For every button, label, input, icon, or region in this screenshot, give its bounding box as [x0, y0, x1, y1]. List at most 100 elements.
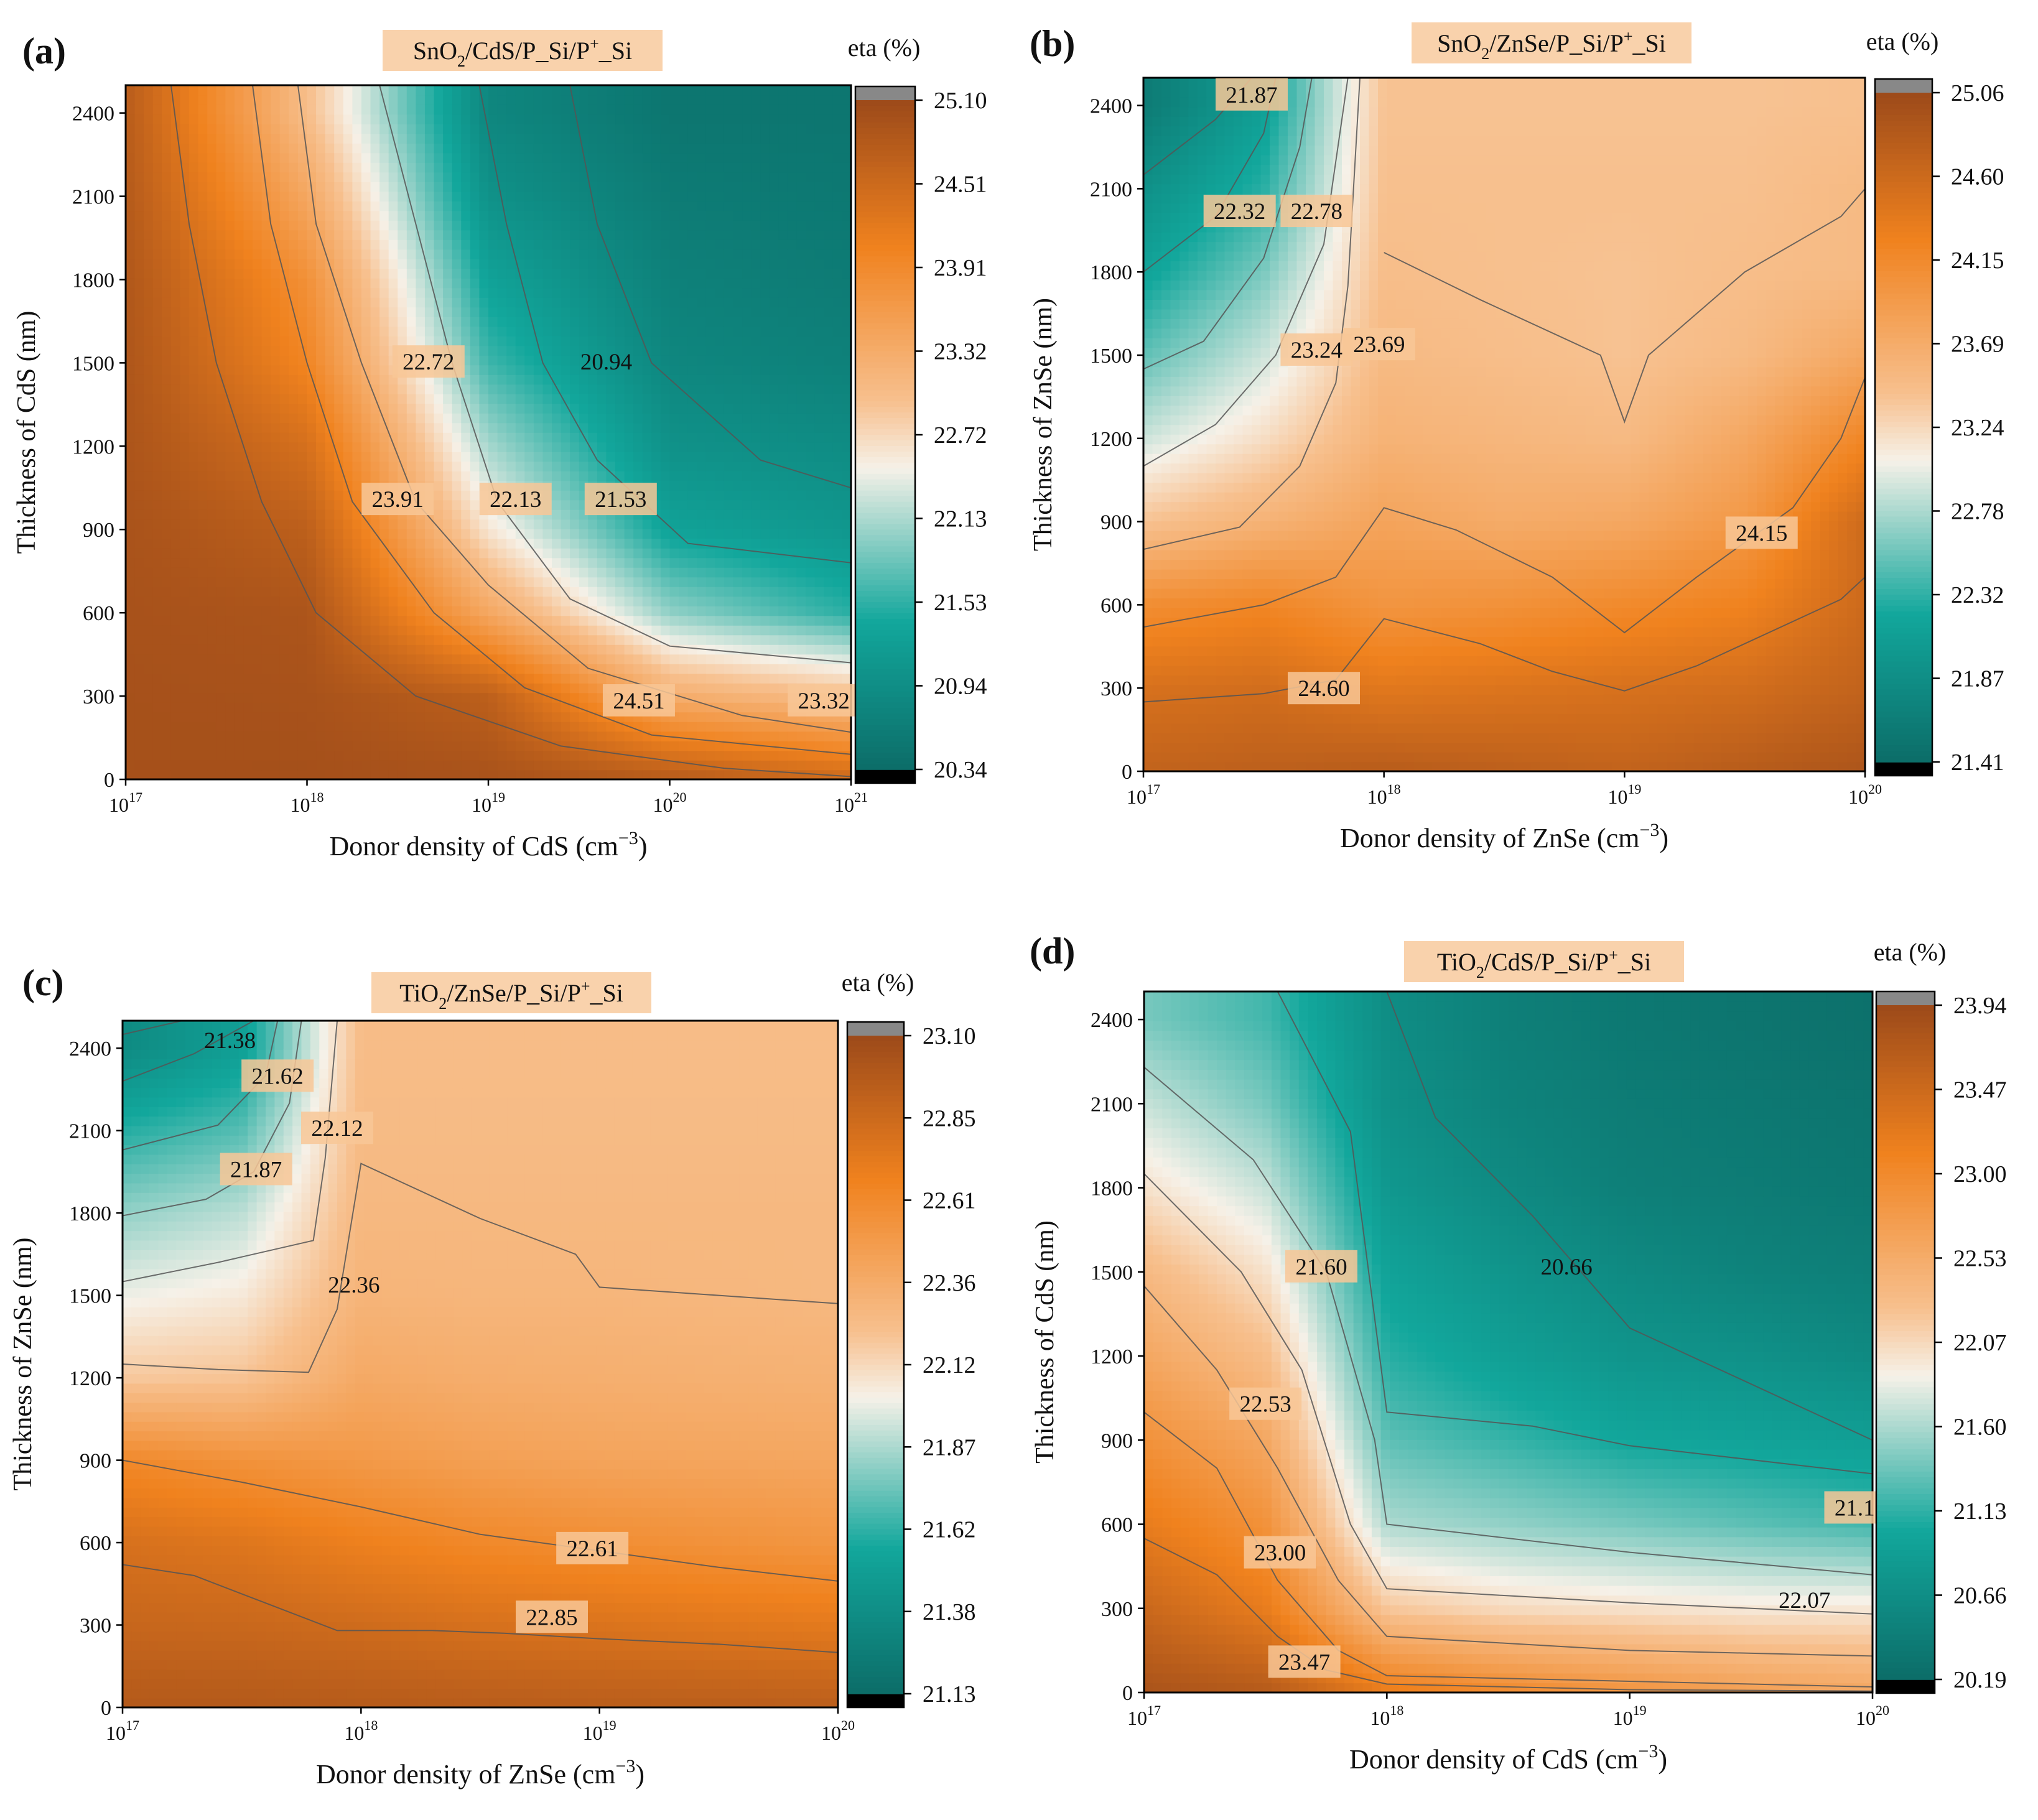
heatmap-cell [615, 297, 625, 308]
heatmap-cell [316, 654, 326, 664]
heatmap-cell [733, 606, 743, 616]
heatmap-cell [162, 625, 172, 636]
heatmap-cell [542, 104, 552, 115]
heatmap-cell [552, 702, 562, 713]
heatmap-cell [561, 529, 570, 539]
heatmap-cell [126, 364, 136, 375]
heatmap-cell [705, 471, 716, 481]
heatmap-cell [687, 413, 698, 424]
heatmap-cell [279, 683, 290, 694]
heatmap-cell [343, 606, 353, 616]
heatmap-field [126, 85, 851, 779]
heatmap-cell [624, 239, 635, 250]
heatmap-cell [715, 249, 725, 259]
heatmap-cell [606, 104, 616, 115]
heatmap-cell [515, 287, 526, 298]
heatmap-cell [443, 317, 453, 327]
heatmap-cell [225, 114, 235, 124]
heatmap-cell [660, 422, 671, 433]
heatmap-cell [724, 403, 734, 414]
heatmap-cell [733, 326, 743, 337]
heatmap-cell [705, 577, 716, 587]
heatmap-cell [624, 577, 635, 587]
heatmap-cell [705, 606, 716, 616]
heatmap-cell [370, 317, 380, 327]
heatmap-cell [152, 355, 163, 366]
heatmap-cell [705, 104, 716, 115]
heatmap-cell [297, 345, 308, 356]
heatmap-cell [515, 278, 526, 289]
heatmap-cell [189, 104, 199, 115]
heatmap-cell [189, 442, 199, 452]
heatmap-cell [307, 133, 317, 144]
heatmap-cell [379, 712, 389, 722]
heatmap-cell [406, 654, 417, 664]
heatmap-cell [615, 587, 625, 597]
heatmap-cell [633, 538, 643, 549]
heatmap-cell [216, 326, 226, 337]
heatmap-cell [570, 345, 580, 356]
heatmap-cell [424, 664, 435, 674]
heatmap-cell [633, 220, 643, 231]
heatmap-cell [297, 124, 308, 134]
heatmap-cell [152, 95, 163, 105]
heatmap-cell [651, 259, 661, 269]
heatmap-cell [542, 230, 552, 240]
heatmap-cell [307, 722, 317, 732]
heatmap-cell [325, 452, 335, 462]
heatmap-cell [697, 336, 707, 346]
heatmap-cell [361, 143, 371, 154]
heatmap-cell [733, 673, 743, 684]
heatmap-cell [606, 201, 616, 211]
heatmap-cell [180, 557, 190, 568]
heatmap-cell [334, 191, 344, 202]
heatmap-cell [461, 731, 471, 741]
heatmap-cell [234, 548, 244, 559]
heatmap-cell [715, 452, 725, 462]
heatmap-cell [334, 644, 344, 655]
heatmap-cell [316, 741, 326, 751]
heatmap-cell [162, 432, 172, 443]
heatmap-cell [225, 644, 235, 655]
heatmap-cell [533, 307, 544, 317]
heatmap-cell [724, 557, 734, 568]
heatmap-cell [515, 152, 526, 163]
heatmap-cell [624, 664, 635, 674]
heatmap-cell [289, 557, 299, 568]
heatmap-cell [297, 104, 308, 115]
heatmap-cell [234, 85, 244, 96]
heatmap-cell [515, 567, 526, 578]
heatmap-cell [379, 702, 389, 713]
heatmap-cell [162, 461, 172, 471]
heatmap-cell [379, 220, 389, 231]
heatmap-cell [697, 239, 707, 250]
heatmap-cell [751, 606, 761, 616]
heatmap-cell [542, 268, 552, 279]
heatmap-cell [243, 731, 253, 741]
heatmap-cell [533, 230, 544, 240]
heatmap-cell [334, 625, 344, 636]
heatmap-cell [170, 249, 181, 259]
heatmap-cell [615, 529, 625, 539]
heatmap-cell [334, 490, 344, 501]
heatmap-cell [325, 374, 335, 385]
heatmap-cell [361, 567, 371, 578]
heatmap-cell [216, 336, 226, 346]
heatmap-cell [234, 384, 244, 394]
heatmap-cell [715, 490, 725, 501]
heatmap-cell [705, 712, 716, 722]
heatmap-cell [724, 625, 734, 636]
heatmap-cell [316, 490, 326, 501]
heatmap-cell [225, 230, 235, 240]
heatmap-cell [261, 355, 272, 366]
heatmap-cell [406, 692, 417, 703]
heatmap-cell [424, 143, 435, 154]
heatmap-cell [733, 259, 743, 269]
heatmap-cell [379, 317, 389, 327]
heatmap-cell [343, 587, 353, 597]
heatmap-cell [705, 529, 716, 539]
heatmap-cell [307, 538, 317, 549]
heatmap-cell [398, 769, 407, 779]
heatmap-cell [579, 461, 589, 471]
heatmap-cell [297, 394, 308, 404]
